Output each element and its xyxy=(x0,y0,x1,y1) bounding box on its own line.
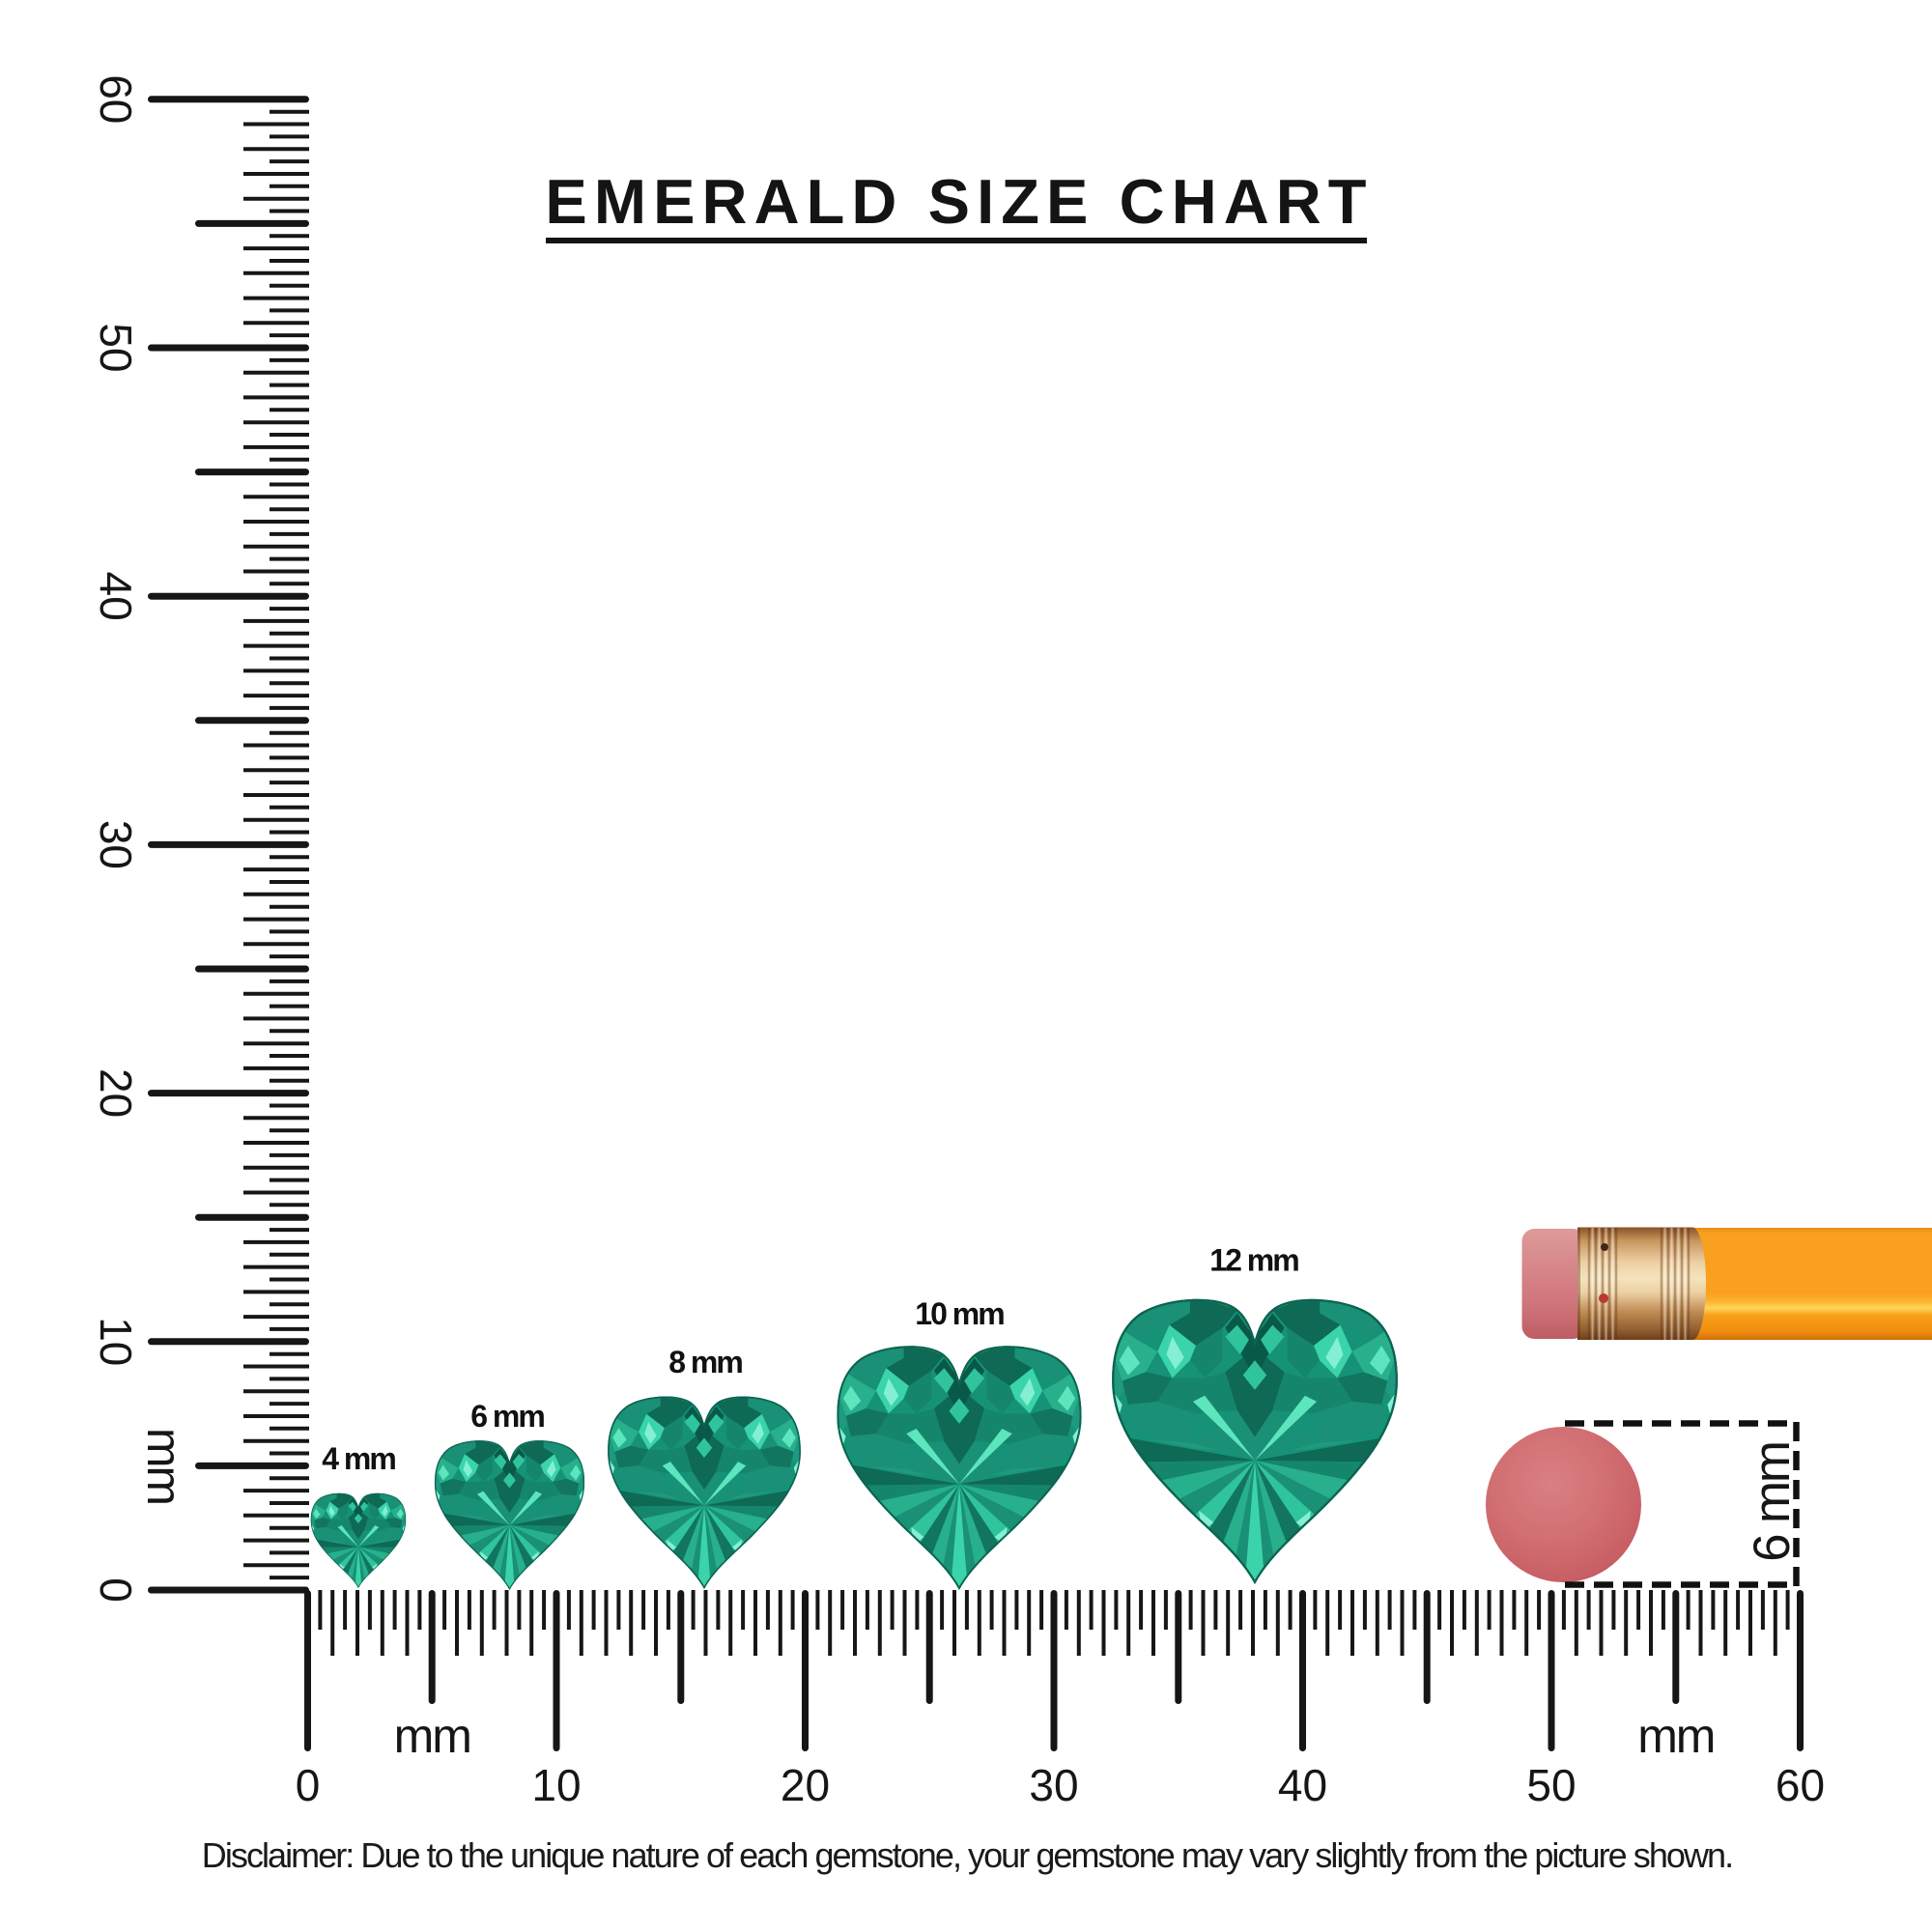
svg-text:60: 60 xyxy=(1776,1760,1825,1810)
svg-text:mm: mm xyxy=(394,1709,470,1763)
svg-text:0: 0 xyxy=(296,1760,321,1810)
svg-text:20: 20 xyxy=(91,1068,141,1118)
svg-text:8 mm: 8 mm xyxy=(668,1345,742,1379)
svg-text:10: 10 xyxy=(531,1760,581,1810)
svg-text:60: 60 xyxy=(91,74,141,124)
svg-text:50: 50 xyxy=(91,323,141,372)
svg-text:mm: mm xyxy=(137,1428,191,1504)
svg-text:Disclaimer: Due to the unique: Disclaimer: Due to the unique nature of … xyxy=(202,1835,1732,1875)
svg-text:12 mm: 12 mm xyxy=(1209,1243,1298,1278)
svg-text:40: 40 xyxy=(91,572,141,621)
svg-text:0: 0 xyxy=(91,1577,141,1603)
svg-text:10 mm: 10 mm xyxy=(915,1296,1004,1331)
svg-text:40: 40 xyxy=(1278,1760,1327,1810)
svg-text:EMERALD SIZE CHART: EMERALD SIZE CHART xyxy=(545,166,1373,237)
svg-text:30: 30 xyxy=(1029,1760,1078,1810)
svg-text:20: 20 xyxy=(781,1760,830,1810)
svg-text:6 mm: 6 mm xyxy=(470,1399,544,1434)
svg-text:30: 30 xyxy=(91,820,141,869)
svg-text:50: 50 xyxy=(1526,1760,1576,1810)
svg-text:mm: mm xyxy=(1637,1709,1714,1763)
svg-text:6 mm: 6 mm xyxy=(1744,1442,1801,1562)
svg-text:10: 10 xyxy=(91,1317,141,1366)
svg-text:4 mm: 4 mm xyxy=(322,1441,395,1476)
